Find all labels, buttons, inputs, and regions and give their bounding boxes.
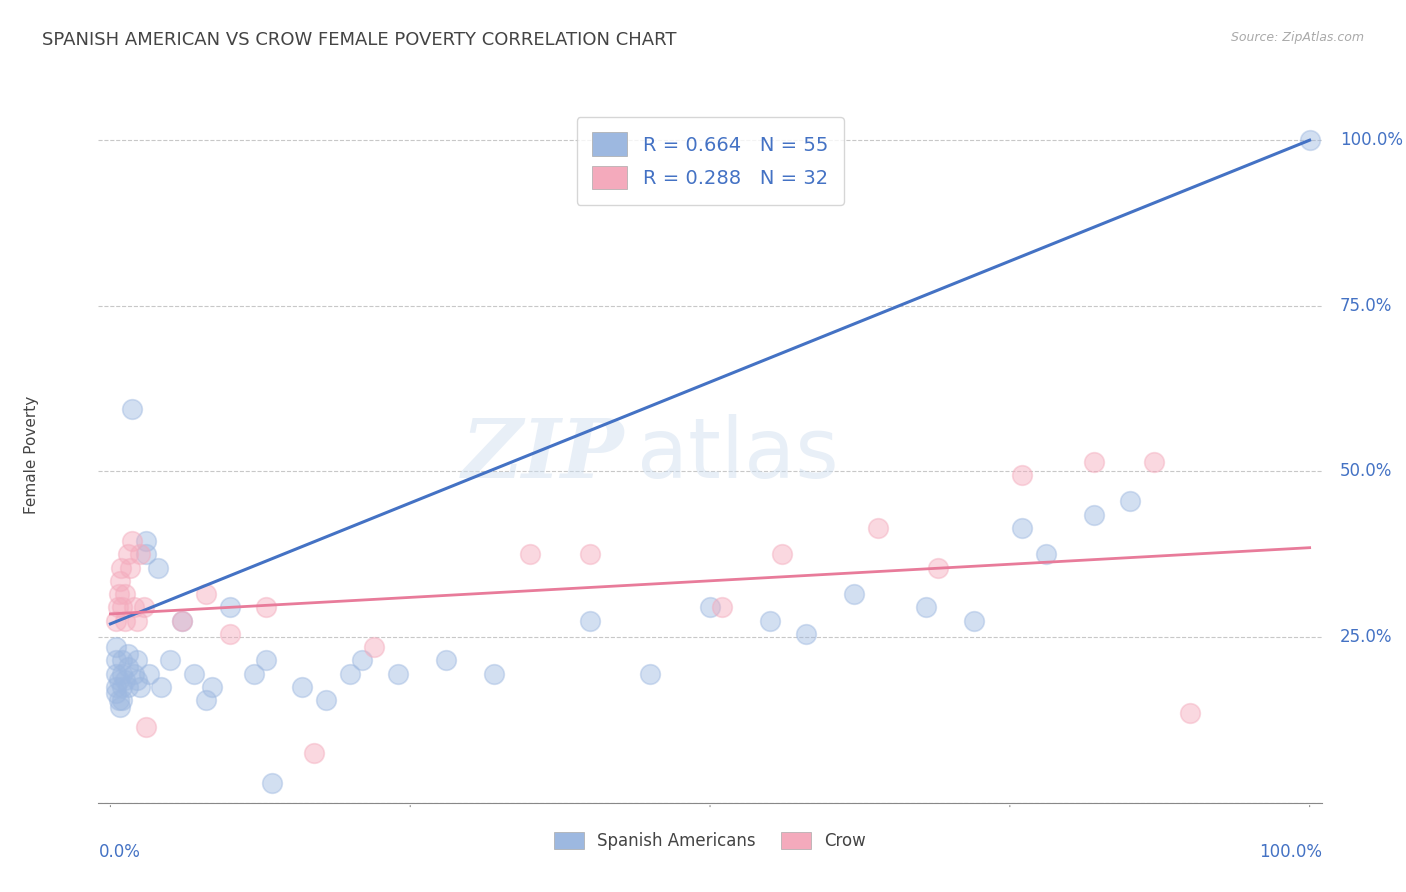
- Point: [129, 680, 152, 694]
- Point: [219, 600, 242, 615]
- Point: [759, 614, 782, 628]
- Point: [195, 587, 218, 601]
- Point: [125, 653, 148, 667]
- Point: [105, 653, 128, 667]
- Point: [111, 680, 134, 694]
- Text: atlas: atlas: [637, 415, 838, 495]
- Text: 100.0%: 100.0%: [1258, 843, 1322, 861]
- Point: [315, 693, 337, 707]
- Point: [482, 666, 505, 681]
- Point: [711, 600, 734, 615]
- Text: ZIP: ZIP: [461, 415, 624, 495]
- Point: [108, 693, 129, 707]
- Point: [121, 534, 143, 549]
- Point: [579, 547, 602, 561]
- Point: [1178, 706, 1201, 721]
- Point: [1083, 508, 1105, 522]
- Point: [105, 614, 128, 628]
- Point: [108, 574, 131, 588]
- Point: [183, 666, 205, 681]
- Point: [114, 614, 136, 628]
- Point: [135, 547, 157, 561]
- Point: [770, 547, 793, 561]
- Point: [172, 614, 194, 628]
- Point: [132, 600, 155, 615]
- Point: [111, 693, 134, 707]
- Point: [121, 401, 143, 416]
- Point: [915, 600, 938, 615]
- Point: [243, 666, 266, 681]
- Point: [135, 534, 157, 549]
- Point: [148, 560, 170, 574]
- Point: [304, 746, 326, 760]
- Point: [363, 640, 385, 654]
- Point: [124, 600, 146, 615]
- Point: [114, 587, 136, 601]
- Point: [1035, 547, 1057, 561]
- Point: [105, 666, 128, 681]
- Point: [117, 547, 139, 561]
- Point: [291, 680, 314, 694]
- Point: [1011, 467, 1033, 482]
- Point: [105, 686, 128, 700]
- Point: [1298, 133, 1320, 147]
- Text: SPANISH AMERICAN VS CROW FEMALE POVERTY CORRELATION CHART: SPANISH AMERICAN VS CROW FEMALE POVERTY …: [42, 31, 676, 49]
- Point: [254, 653, 277, 667]
- Text: 100.0%: 100.0%: [1340, 131, 1403, 149]
- Point: [794, 627, 817, 641]
- Point: [1011, 521, 1033, 535]
- Point: [172, 614, 194, 628]
- Point: [434, 653, 457, 667]
- Point: [125, 614, 148, 628]
- Point: [159, 653, 181, 667]
- Text: Source: ZipAtlas.com: Source: ZipAtlas.com: [1230, 31, 1364, 45]
- Point: [579, 614, 602, 628]
- Point: [201, 680, 224, 694]
- Point: [339, 666, 361, 681]
- Point: [149, 680, 172, 694]
- Point: [111, 653, 134, 667]
- Text: Female Poverty: Female Poverty: [24, 396, 38, 514]
- Point: [125, 673, 148, 688]
- Point: [195, 693, 218, 707]
- Point: [117, 660, 139, 674]
- Point: [110, 560, 132, 574]
- Point: [842, 587, 865, 601]
- Point: [108, 673, 129, 688]
- Text: 50.0%: 50.0%: [1340, 462, 1392, 481]
- Text: 75.0%: 75.0%: [1340, 297, 1392, 315]
- Point: [114, 673, 136, 688]
- Point: [138, 666, 160, 681]
- Point: [219, 627, 242, 641]
- Point: [866, 521, 889, 535]
- Point: [124, 666, 146, 681]
- Point: [111, 600, 134, 615]
- Text: 25.0%: 25.0%: [1340, 628, 1392, 646]
- Point: [105, 680, 128, 694]
- Point: [135, 720, 157, 734]
- Point: [1119, 494, 1142, 508]
- Point: [638, 666, 661, 681]
- Point: [1083, 454, 1105, 468]
- Point: [105, 640, 128, 654]
- Point: [254, 600, 277, 615]
- Point: [1143, 454, 1166, 468]
- Point: [108, 587, 129, 601]
- Point: [352, 653, 374, 667]
- Text: 0.0%: 0.0%: [98, 843, 141, 861]
- Point: [519, 547, 541, 561]
- Point: [107, 600, 129, 615]
- Point: [262, 776, 284, 790]
- Point: [108, 699, 131, 714]
- Point: [129, 547, 152, 561]
- Point: [118, 560, 141, 574]
- Point: [111, 666, 134, 681]
- Legend: Spanish Americans, Crow: Spanish Americans, Crow: [547, 826, 873, 857]
- Point: [927, 560, 949, 574]
- Point: [699, 600, 721, 615]
- Point: [963, 614, 986, 628]
- Point: [117, 647, 139, 661]
- Point: [117, 680, 139, 694]
- Point: [387, 666, 409, 681]
